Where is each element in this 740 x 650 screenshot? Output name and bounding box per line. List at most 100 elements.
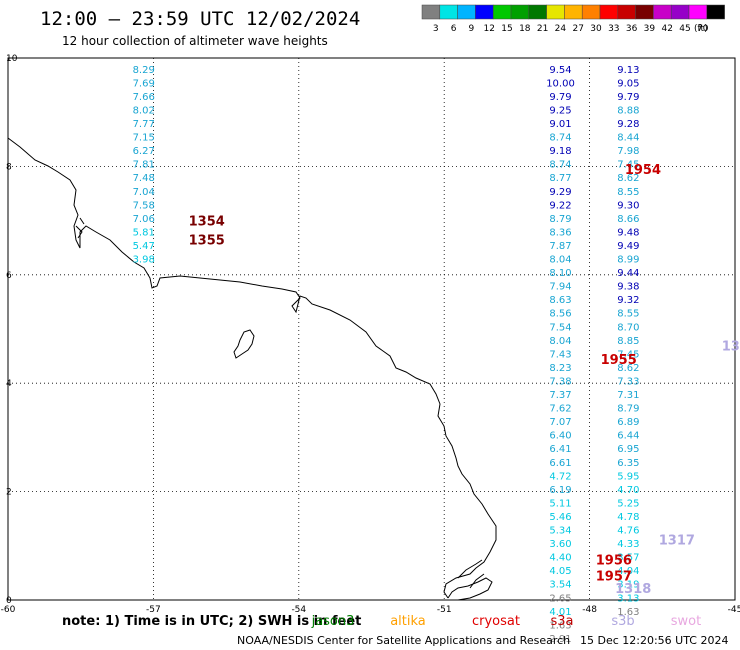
wave-height-value: 8.74	[549, 160, 571, 171]
wave-height-value: 7.77	[133, 119, 155, 130]
y-tick-label: 4	[6, 379, 12, 389]
wave-height-value: 9.44	[617, 268, 639, 279]
wave-height-value: 6.19	[549, 485, 571, 496]
wave-height-value: 9.28	[617, 119, 639, 130]
wave-height-value: 8.70	[617, 322, 639, 333]
map-frame	[7, 57, 736, 601]
wave-height-value: 7.15	[133, 133, 155, 144]
legend-label: 18	[519, 24, 531, 34]
figure-subtitle: 12 hour collection of altimeter wave hei…	[62, 34, 328, 48]
wave-height-value: 2.65	[549, 593, 571, 604]
wave-height-value: 8.56	[549, 309, 571, 320]
legend-label: 45	[679, 24, 690, 34]
pass-label: 1318	[615, 582, 651, 597]
wave-height-value: 7.48	[133, 173, 155, 184]
legend-label: (ft)	[694, 24, 708, 34]
wave-height-value: 8.79	[549, 214, 571, 225]
wave-height-value: 3.60	[549, 539, 571, 550]
track-a: 9.54 10.00 9.79 9.25 9.01 8.74 9.18 8.74 8.77 9.2…	[546, 65, 575, 645]
pass-label: 1355	[189, 234, 225, 249]
wave-height-value: 7.45	[617, 349, 639, 360]
wave-height-value: 4.70	[617, 485, 639, 496]
wave-height-value: 9.18	[549, 146, 571, 157]
wave-height-value: 9.54	[549, 65, 571, 76]
coastline-estuary-inlet	[457, 559, 485, 589]
wave-height-value: 9.49	[617, 241, 639, 252]
wave-height-value: 8.55	[617, 309, 639, 320]
wave-height-value: 8.63	[549, 295, 571, 306]
wave-height-value: 6.40	[549, 431, 571, 442]
wave-height-value: 6.61	[549, 458, 571, 469]
legend-label: 12	[483, 24, 494, 34]
wave-height-value: 8.88	[617, 105, 639, 116]
wave-height-value: 9.13	[617, 65, 639, 76]
wave-height-value: 9.79	[549, 92, 571, 103]
wave-height-value: 6.41	[549, 444, 571, 455]
wave-height-value: 8.66	[617, 214, 639, 225]
wave-height-value: 7.81	[133, 160, 155, 171]
credit-text: NOAA/NESDIS Center for Satellite Applica…	[237, 634, 570, 647]
wave-height-value: 9.32	[617, 295, 639, 306]
wave-height-value: 7.38	[549, 376, 571, 387]
pass-number-labels: 1354135519541315195513161317195619571318	[189, 163, 740, 597]
wave-height-value: 4.33	[617, 539, 639, 550]
satellite-name: s3b	[611, 614, 634, 629]
wave-height-value: 4.04	[617, 566, 639, 577]
wave-height-value: 6.44	[617, 431, 639, 442]
legend-label: 9	[469, 24, 475, 34]
pass-label: 1957	[596, 570, 632, 585]
legend-swatch	[688, 4, 708, 20]
track-b: 9.13 9.05 9.79 8.88 9.28 8.44 7.98 7.45 8.62 8.55…	[617, 65, 639, 618]
wave-height-value: 5.46	[549, 512, 571, 523]
wave-height-value: 5.95	[617, 471, 639, 482]
pass-label: 1954	[625, 163, 661, 178]
wave-height-value: 4.76	[617, 526, 639, 537]
x-tick-label: -45	[728, 605, 740, 615]
y-tick-label: 10	[6, 54, 18, 64]
wave-height-value: 8.36	[549, 227, 571, 238]
legend-swatch	[439, 4, 458, 20]
x-tick-label: -54	[291, 605, 306, 615]
wave-height-value: 2.91	[549, 634, 571, 645]
wave-height-value: 7.33	[617, 376, 639, 387]
axis-tick-labels: -60 -57 -54 -51 -48 -45 0 2 4 6 8 10	[1, 54, 740, 615]
wave-height-value: 9.25	[549, 105, 571, 116]
wave-height-value: 9.29	[549, 187, 571, 198]
wave-height-value: 8.85	[617, 336, 639, 347]
wave-height-value: 10.00	[546, 78, 575, 89]
coastline	[7, 137, 497, 601]
wave-height-value: 7.87	[549, 241, 571, 252]
legend-swatch	[457, 4, 476, 20]
legend-swatch	[510, 4, 530, 20]
pass-label: 1316	[722, 339, 740, 354]
pass-label: 1317	[659, 533, 695, 548]
satellite-name: cryosat	[472, 614, 520, 629]
wave-height-value: 7.45	[617, 160, 639, 171]
wave-height-value: 5.11	[549, 498, 571, 509]
x-tick-label: -48	[582, 605, 597, 615]
legend-swatch	[475, 4, 494, 20]
wave-height-value: 1.63	[617, 607, 639, 618]
wave-height-value: 8.74	[549, 133, 571, 144]
legend-label: 6	[451, 24, 457, 34]
wave-height-value: 9.48	[617, 227, 639, 238]
wave-height-value: 9.38	[617, 282, 639, 293]
wave-height-value: 8.29	[133, 65, 155, 76]
wave-height-value: 7.54	[549, 322, 571, 333]
track-jason-left: 8.29 7.69 7.66 8.02 7.77 7.15 6.27 7.81 7.48 7.04…	[133, 65, 155, 266]
wave-height-value: 9.30	[617, 200, 639, 211]
wave-height-value: 8.62	[617, 363, 639, 374]
timestamp-text: 15 Dec 12:20:56 UTC 2024	[580, 634, 728, 647]
pass-label: 1956	[596, 553, 632, 568]
wave-height-value: 7.69	[133, 78, 155, 89]
legend-swatch	[581, 4, 601, 20]
wave-height-value: 7.06	[133, 214, 155, 225]
legend-label: 15	[501, 24, 512, 34]
color-scale-legend: 3 6 9 12 15 18 21 24 27 30 33 36 39 42 45 70(ft)	[421, 4, 725, 34]
legend-label: 21	[537, 24, 548, 34]
legend-swatch	[635, 4, 654, 20]
wave-height-value: 9.79	[617, 92, 639, 103]
wave-height-value: 9.01	[549, 119, 571, 130]
wave-height-value: 6.89	[617, 417, 639, 428]
